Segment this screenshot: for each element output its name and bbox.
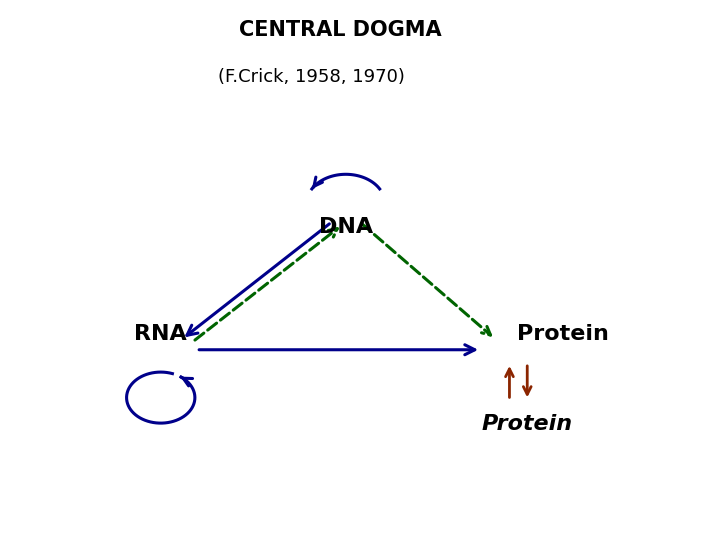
Text: Protein: Protein bbox=[516, 325, 608, 345]
Text: RNA: RNA bbox=[135, 325, 187, 345]
Text: Protein: Protein bbox=[482, 414, 573, 434]
Text: CENTRAL DOGMA: CENTRAL DOGMA bbox=[239, 20, 441, 40]
Text: DNA: DNA bbox=[319, 217, 373, 237]
Text: (F.Crick, 1958, 1970): (F.Crick, 1958, 1970) bbox=[217, 68, 405, 86]
